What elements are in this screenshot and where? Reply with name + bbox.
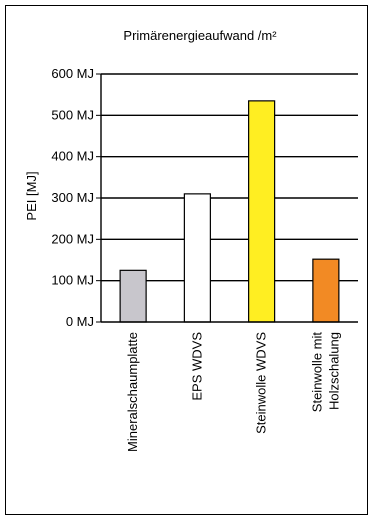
- chart-title: Primärenergieaufwand /m²: [123, 28, 277, 43]
- bar: [248, 100, 276, 323]
- y-tick-label: 500 MJ: [51, 107, 94, 122]
- bar: [119, 269, 147, 323]
- category-label: Steinwolle mit: [309, 332, 324, 413]
- y-tick-label: 300 MJ: [51, 190, 94, 205]
- category-label: Holzschalung: [326, 332, 341, 410]
- y-tick-label: 400 MJ: [51, 149, 94, 164]
- bar: [312, 258, 340, 323]
- y-tick-labels: 0 MJ 100 MJ 200 MJ 300 MJ 400 MJ 500 MJ 600 MJ: [51, 66, 101, 329]
- bars: [119, 100, 340, 323]
- y-tick-label: 0 MJ: [66, 314, 94, 329]
- category-labels: Mineralschaumplatte EPS WDVS Steinwolle WD…: [125, 332, 341, 452]
- y-tick-label: 100 MJ: [51, 273, 94, 288]
- category-label: Steinwolle WDVS: [254, 332, 269, 434]
- y-tick-label: 200 MJ: [51, 231, 94, 246]
- y-axis-label: PEI [MJ]: [24, 171, 39, 220]
- grid-lines: [101, 73, 358, 282]
- category-label: Mineralschaumplatte: [125, 332, 140, 452]
- category-label: EPS WDVS: [189, 332, 204, 401]
- y-tick-label: 600 MJ: [51, 66, 94, 81]
- bar: [183, 193, 211, 323]
